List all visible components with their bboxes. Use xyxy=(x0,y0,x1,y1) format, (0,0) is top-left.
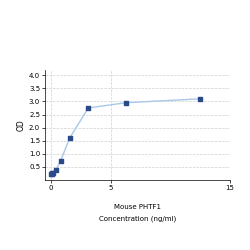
Text: Mouse PHTF1: Mouse PHTF1 xyxy=(114,204,161,210)
Point xyxy=(49,172,53,176)
Point xyxy=(54,168,58,172)
Text: Concentration (ng/ml): Concentration (ng/ml) xyxy=(99,215,176,222)
Point xyxy=(50,172,54,175)
Point xyxy=(51,171,55,175)
Point xyxy=(124,101,128,105)
Y-axis label: OD: OD xyxy=(17,119,26,131)
Point xyxy=(50,172,54,176)
Point xyxy=(198,97,202,101)
Point xyxy=(68,136,71,140)
Point xyxy=(58,159,62,163)
Point xyxy=(86,106,90,110)
